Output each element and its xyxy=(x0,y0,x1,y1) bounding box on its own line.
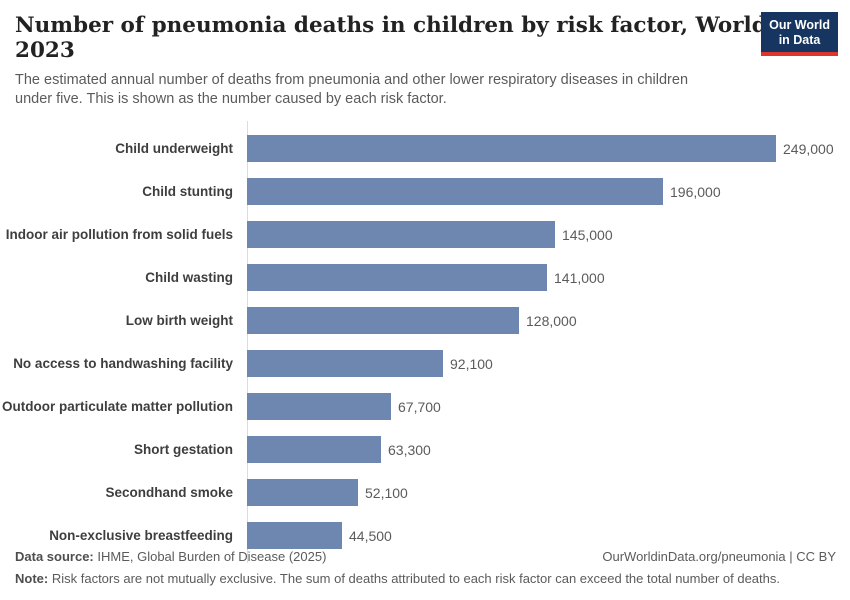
category-label: Outdoor particulate matter pollution xyxy=(1,399,233,415)
bar[interactable] xyxy=(247,135,776,163)
bar-area: 63,300 xyxy=(247,436,850,464)
value-label: 67,700 xyxy=(398,398,441,415)
category-label: Secondhand smoke xyxy=(105,485,233,501)
bar-area: 44,500 xyxy=(247,522,850,550)
category-label: Child stunting xyxy=(142,184,233,200)
chart-title: Number of pneumonia deaths in children b… xyxy=(15,13,775,63)
chart-header: Number of pneumonia deaths in children b… xyxy=(0,0,850,109)
bar-area: 92,100 xyxy=(247,350,850,378)
chart-row: Short gestation 63,300 xyxy=(0,428,850,471)
owid-logo-line2: in Data xyxy=(778,33,821,47)
chart-rows: Child underweight 249,000 Child stunting 19… xyxy=(0,127,850,557)
bar-chart: Child underweight 249,000 Child stunting 19… xyxy=(0,121,850,564)
chart-row: No access to handwashing facility 92,100 xyxy=(0,342,850,385)
value-label: 92,100 xyxy=(450,355,493,372)
bar-area: 249,000 xyxy=(247,135,850,163)
category-label: Short gestation xyxy=(133,442,233,458)
bar[interactable] xyxy=(247,436,381,464)
bar-area: 145,000 xyxy=(247,221,850,249)
chart-row: Outdoor particulate matter pollution 67,7… xyxy=(0,385,850,428)
chart-footer: Data source: IHME, Global Burden of Dise… xyxy=(15,548,836,588)
bar[interactable] xyxy=(247,393,391,421)
chart-row: Low birth weight 128,000 xyxy=(0,299,850,342)
category-label: Child underweight xyxy=(115,141,233,157)
credit-link[interactable]: OurWorldinData.org/pneumonia | CC BY xyxy=(602,548,836,564)
data-source-value: IHME, Global Burden of Disease (2025) xyxy=(97,548,327,564)
owid-logo-line1: Our World xyxy=(769,18,830,32)
category-label: Child wasting xyxy=(145,270,233,286)
chart-row: Indoor air pollution from solid fuels 145… xyxy=(0,213,850,256)
bar[interactable] xyxy=(247,350,443,378)
owid-logo[interactable]: Our World in Data xyxy=(761,12,838,56)
chart-subtitle: The estimated annual number of deaths fr… xyxy=(15,72,689,108)
bar-area: 52,100 xyxy=(247,479,850,507)
category-label: Non-exclusive breastfeeding xyxy=(49,528,233,544)
note-label: Note: xyxy=(15,571,49,587)
chart-row: Child underweight 249,000 xyxy=(0,127,850,170)
value-label: 63,300 xyxy=(388,441,431,458)
bar-area: 141,000 xyxy=(247,264,850,292)
chart-row: Non-exclusive breastfeeding 44,500 xyxy=(0,514,850,557)
bar-area: 196,000 xyxy=(247,178,850,206)
value-label: 44,500 xyxy=(349,527,392,544)
bar-area: 128,000 xyxy=(247,307,850,335)
value-label: 145,000 xyxy=(562,226,613,243)
chart-note: Note: Risk factors are not mutually excl… xyxy=(15,570,836,588)
y-axis-line xyxy=(247,121,248,564)
bar[interactable] xyxy=(247,178,663,206)
note-value: Risk factors are not mutually exclusive.… xyxy=(51,571,780,587)
value-label: 128,000 xyxy=(526,312,577,329)
bar-area: 67,700 xyxy=(247,393,850,421)
chart-row: Child wasting 141,000 xyxy=(0,256,850,299)
category-label: No access to handwashing facility xyxy=(13,356,233,372)
value-label: 249,000 xyxy=(783,140,834,157)
value-label: 196,000 xyxy=(670,183,721,200)
bar[interactable] xyxy=(247,307,519,335)
chart-row: Child stunting 196,000 xyxy=(0,170,850,213)
value-label: 52,100 xyxy=(365,484,408,501)
chart-row: Secondhand smoke 52,100 xyxy=(0,471,850,514)
category-label: Indoor air pollution from solid fuels xyxy=(5,227,233,243)
bar[interactable] xyxy=(247,479,358,507)
bar[interactable] xyxy=(247,221,555,249)
bar[interactable] xyxy=(247,522,342,550)
value-label: 141,000 xyxy=(554,269,605,286)
category-label: Low birth weight xyxy=(125,313,233,329)
data-source-label: Data source: xyxy=(15,548,94,564)
data-source: Data source: IHME, Global Burden of Dise… xyxy=(15,548,326,566)
bar[interactable] xyxy=(247,264,547,292)
